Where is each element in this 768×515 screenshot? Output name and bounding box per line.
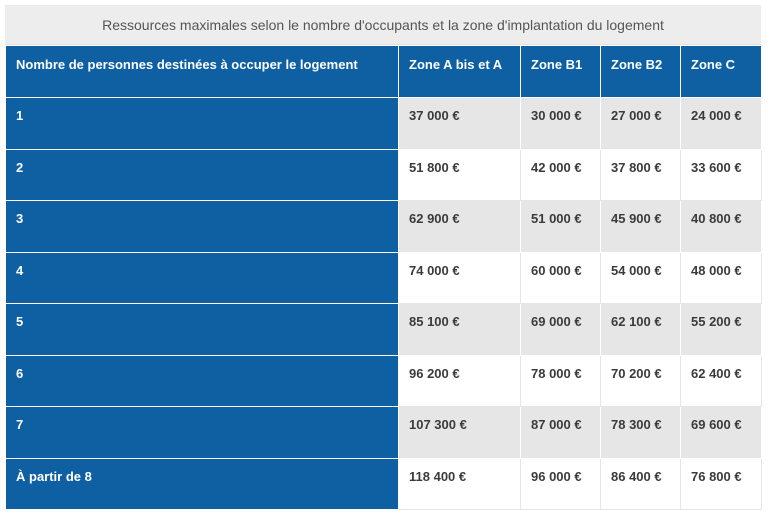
cell-zone-c: 55 200 €	[680, 303, 762, 356]
table-row: 2 51 800 € 42 000 € 37 800 € 33 600 €	[5, 148, 762, 201]
cell-zone-b2: 78 300 €	[600, 406, 681, 459]
cell-zone-c: 69 600 €	[680, 406, 762, 459]
header-zone-a-bis-a: Zone A bis et A	[398, 45, 521, 98]
row-label: 1	[5, 97, 399, 150]
cell-zone-b2: 70 200 €	[600, 354, 681, 407]
cell-zone-b2: 86 400 €	[600, 457, 681, 510]
cell-zone-b2: 37 800 €	[600, 148, 681, 201]
cell-zone-c: 33 600 €	[680, 148, 762, 201]
cell-zone-c: 48 000 €	[680, 251, 762, 304]
cell-zone-b1: 60 000 €	[520, 251, 601, 304]
table-row: 3 62 900 € 51 000 € 45 900 € 40 800 €	[5, 200, 762, 253]
cell-zone-a-bis-a: 62 900 €	[398, 200, 521, 253]
resources-table: Nombre de personnes destinées à occuper …	[5, 45, 762, 510]
row-label: 7	[5, 406, 399, 459]
cell-zone-c: 40 800 €	[680, 200, 762, 253]
row-label: 5	[5, 303, 399, 356]
cell-zone-a-bis-a: 51 800 €	[398, 148, 521, 201]
cell-zone-a-bis-a: 85 100 €	[398, 303, 521, 356]
table-row: 5 85 100 € 69 000 € 62 100 € 55 200 €	[5, 303, 762, 356]
table-row: À partir de 8 118 400 € 96 000 € 86 400 …	[5, 457, 762, 510]
cell-zone-c: 24 000 €	[680, 97, 762, 150]
table-caption: Ressources maximales selon le nombre d'o…	[5, 5, 761, 45]
cell-zone-b1: 30 000 €	[520, 97, 601, 150]
cell-zone-a-bis-a: 107 300 €	[398, 406, 521, 459]
header-zone-b2: Zone B2	[600, 45, 681, 98]
cell-zone-b1: 96 000 €	[520, 457, 601, 510]
row-label: 6	[5, 354, 399, 407]
cell-zone-a-bis-a: 37 000 €	[398, 97, 521, 150]
table-header-row: Nombre de personnes destinées à occuper …	[5, 45, 762, 98]
cell-zone-b1: 87 000 €	[520, 406, 601, 459]
cell-zone-a-bis-a: 118 400 €	[398, 457, 521, 510]
table-row: 6 96 200 € 78 000 € 70 200 € 62 400 €	[5, 354, 762, 407]
row-label: 2	[5, 148, 399, 201]
cell-zone-a-bis-a: 74 000 €	[398, 251, 521, 304]
row-label: 4	[5, 251, 399, 304]
cell-zone-b2: 62 100 €	[600, 303, 681, 356]
resources-table-container: Ressources maximales selon le nombre d'o…	[5, 5, 762, 510]
table-row: 7 107 300 € 87 000 € 78 300 € 69 600 €	[5, 406, 762, 459]
row-label: 3	[5, 200, 399, 253]
cell-zone-b2: 45 900 €	[600, 200, 681, 253]
row-label: À partir de 8	[5, 457, 399, 510]
table-row: 1 37 000 € 30 000 € 27 000 € 24 000 €	[5, 97, 762, 150]
header-zone-b1: Zone B1	[520, 45, 601, 98]
header-zone-c: Zone C	[680, 45, 762, 98]
cell-zone-b1: 42 000 €	[520, 148, 601, 201]
cell-zone-b1: 69 000 €	[520, 303, 601, 356]
cell-zone-b1: 78 000 €	[520, 354, 601, 407]
cell-zone-b2: 27 000 €	[600, 97, 681, 150]
cell-zone-b2: 54 000 €	[600, 251, 681, 304]
table-row: 4 74 000 € 60 000 € 54 000 € 48 000 €	[5, 251, 762, 304]
cell-zone-c: 76 800 €	[680, 457, 762, 510]
cell-zone-b1: 51 000 €	[520, 200, 601, 253]
header-occupants: Nombre de personnes destinées à occuper …	[5, 45, 399, 98]
cell-zone-a-bis-a: 96 200 €	[398, 354, 521, 407]
cell-zone-c: 62 400 €	[680, 354, 762, 407]
